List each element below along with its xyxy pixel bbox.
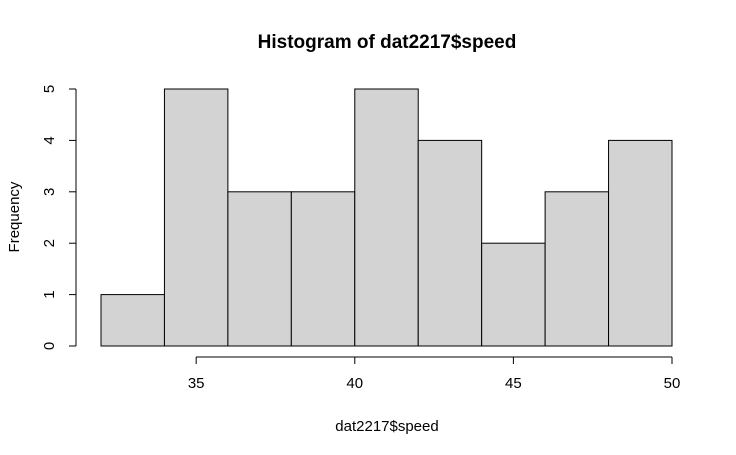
x-axis-label: dat2217$speed [335, 418, 438, 435]
histogram-bar-8 [608, 139, 673, 347]
y-tick-label-0: 0 [41, 342, 58, 350]
y-tick-label-3: 3 [41, 188, 58, 196]
y-tick-label-4: 4 [41, 136, 58, 144]
histogram-bar-3 [290, 191, 356, 347]
chart-title: Histogram of dat2217$speed [258, 32, 517, 53]
histogram-bar-1 [163, 88, 229, 347]
histogram-bar-5 [417, 139, 483, 347]
y-tick-label-2: 2 [41, 239, 58, 247]
y-axis: 0 1 2 3 4 5 [41, 85, 77, 350]
y-tick-label-1: 1 [41, 290, 58, 298]
histogram-bar-6 [481, 242, 546, 347]
x-axis: 35 40 45 50 [188, 356, 681, 392]
histogram-bar-2 [227, 191, 292, 347]
histogram-bar-4 [354, 88, 419, 347]
x-tick-label-1: 40 [346, 375, 363, 392]
histogram-bar-7 [544, 191, 610, 347]
bars-group [100, 88, 673, 347]
x-tick-label-2: 45 [505, 375, 522, 392]
x-tick-label-3: 50 [664, 375, 681, 392]
x-tick-label-0: 35 [188, 375, 205, 392]
y-axis-label: Frequency [6, 181, 23, 252]
histogram-bar-0 [100, 294, 165, 347]
y-tick-label-5: 5 [41, 85, 58, 93]
